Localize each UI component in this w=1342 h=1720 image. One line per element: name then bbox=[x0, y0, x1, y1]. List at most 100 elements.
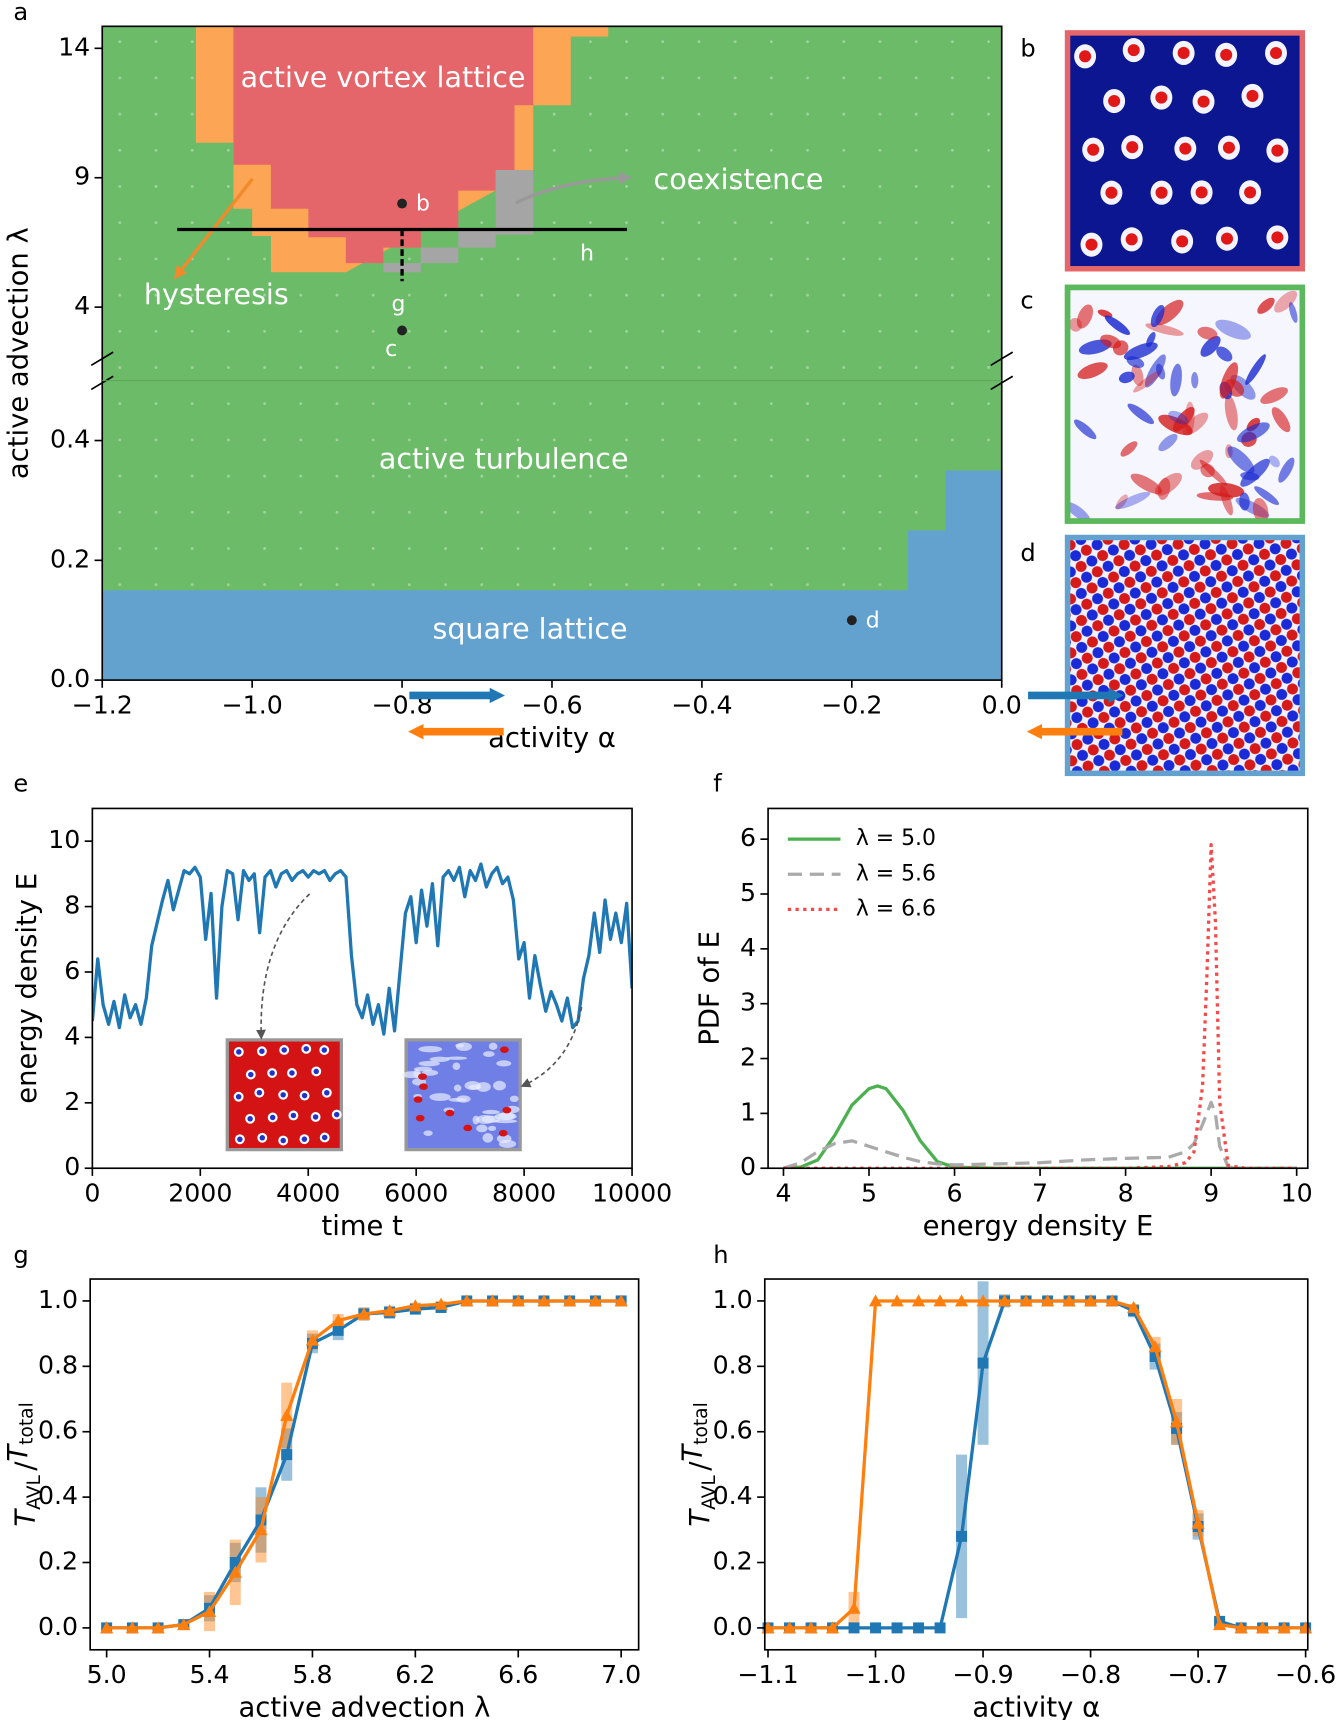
inset-spot bbox=[259, 1135, 266, 1141]
grid-dot bbox=[154, 148, 158, 152]
grid-dot bbox=[625, 185, 628, 188]
grid-dot bbox=[226, 293, 230, 297]
grid-dot bbox=[806, 438, 809, 442]
marker bbox=[305, 1333, 320, 1346]
marker bbox=[229, 1557, 241, 1568]
grid-dot bbox=[552, 474, 556, 478]
grid-dot bbox=[335, 329, 339, 333]
grid-dot bbox=[190, 76, 194, 80]
state-point bbox=[846, 615, 857, 626]
marker bbox=[460, 1294, 474, 1307]
grid-dot bbox=[625, 510, 628, 514]
x-tick-label: 2000 bbox=[168, 1179, 232, 1208]
turbulence-blob bbox=[1150, 304, 1165, 328]
y-axis-label: energy density E bbox=[12, 873, 43, 1104]
grid-dot bbox=[769, 438, 773, 442]
y-tick-label: 5 bbox=[740, 878, 756, 907]
turbulence-blob bbox=[1130, 473, 1163, 495]
grid-dot bbox=[407, 293, 411, 297]
grid-dot bbox=[154, 257, 158, 261]
grid-dot bbox=[806, 76, 809, 80]
inset-blob bbox=[422, 1069, 439, 1076]
marker bbox=[614, 1294, 628, 1307]
inset-blob bbox=[448, 1097, 467, 1102]
grid-dot bbox=[806, 185, 809, 188]
inset-arrow bbox=[520, 1006, 583, 1088]
region-label: square lattice bbox=[432, 613, 627, 646]
cut-label: h bbox=[580, 241, 594, 266]
region-label: hysteresis bbox=[144, 278, 289, 311]
grid-dot bbox=[154, 112, 158, 116]
grid-dot bbox=[118, 293, 122, 297]
grid-dot bbox=[697, 76, 701, 80]
inset-spot bbox=[321, 1047, 328, 1053]
grid-dot bbox=[371, 293, 375, 297]
x-tick-label: −0.2 bbox=[821, 690, 882, 719]
grid-dot bbox=[226, 402, 230, 406]
grid-dot bbox=[480, 221, 484, 225]
grid-dot bbox=[480, 366, 484, 369]
turbulence-blob bbox=[1123, 342, 1158, 360]
turbulence-blob bbox=[1155, 299, 1184, 326]
grid-dot bbox=[733, 76, 737, 80]
grid-dot bbox=[588, 185, 592, 188]
grid-dot bbox=[444, 510, 448, 514]
grid-dot bbox=[842, 40, 846, 44]
turbulence-blob bbox=[1077, 362, 1108, 379]
grid-dot bbox=[552, 583, 556, 587]
grid-dot bbox=[806, 474, 809, 478]
cut-label: g bbox=[391, 292, 405, 317]
grid-dot bbox=[154, 329, 158, 333]
grid-dot bbox=[625, 76, 628, 80]
inset-spot bbox=[333, 1111, 340, 1118]
grid-dot bbox=[190, 329, 194, 333]
inset-blob bbox=[445, 1056, 468, 1060]
grid-dot bbox=[914, 293, 918, 297]
inset-spot bbox=[289, 1070, 295, 1076]
y-axis-label-part: / bbox=[10, 1461, 41, 1471]
grid-dot bbox=[625, 474, 628, 478]
marker bbox=[177, 1618, 191, 1631]
grid-dot bbox=[842, 148, 846, 152]
grid-dot bbox=[480, 474, 484, 478]
marker bbox=[976, 1294, 990, 1307]
grid-dot bbox=[190, 438, 194, 442]
grid-dot bbox=[552, 366, 556, 369]
series-line bbox=[767, 1299, 1306, 1630]
grid-dot bbox=[806, 402, 809, 406]
grid-dot bbox=[987, 76, 990, 80]
axes-frame bbox=[101, 25, 1003, 681]
axis-break bbox=[990, 375, 1014, 391]
grid-dot bbox=[661, 293, 665, 297]
x-tick-label: −1.0 bbox=[845, 1660, 906, 1689]
grid-dot bbox=[625, 583, 628, 587]
marker bbox=[202, 1604, 217, 1618]
marker bbox=[1127, 1300, 1141, 1313]
state-point-label: d bbox=[866, 608, 880, 633]
marker bbox=[954, 1294, 969, 1307]
grid-dot bbox=[371, 547, 375, 550]
y-tick-label: 4 bbox=[74, 291, 90, 320]
turbulence-blob bbox=[1127, 403, 1155, 425]
grid-dot bbox=[950, 112, 954, 116]
turbulence-blob bbox=[1227, 446, 1255, 474]
y-tick-label: 6 bbox=[740, 823, 756, 852]
panel-label: f bbox=[713, 769, 722, 797]
grid-dot bbox=[480, 438, 484, 442]
turbulence-blob bbox=[1131, 364, 1144, 387]
vortex-core bbox=[1108, 94, 1121, 108]
grid-dot bbox=[769, 474, 773, 478]
grid-dot bbox=[154, 438, 158, 442]
turbulence-blob bbox=[1156, 363, 1166, 380]
grid-dot bbox=[552, 148, 556, 152]
grid-dot bbox=[444, 438, 448, 442]
grid-dot bbox=[914, 148, 918, 152]
grid-dot bbox=[190, 547, 194, 550]
turbulence-blob bbox=[1104, 315, 1131, 336]
grid-dot bbox=[299, 583, 303, 587]
grid-dot bbox=[878, 474, 882, 478]
vortex-core bbox=[1176, 235, 1189, 248]
grid-dot bbox=[371, 438, 375, 442]
grid-dot bbox=[987, 40, 990, 44]
x-tick-label: 0 bbox=[84, 1179, 100, 1208]
